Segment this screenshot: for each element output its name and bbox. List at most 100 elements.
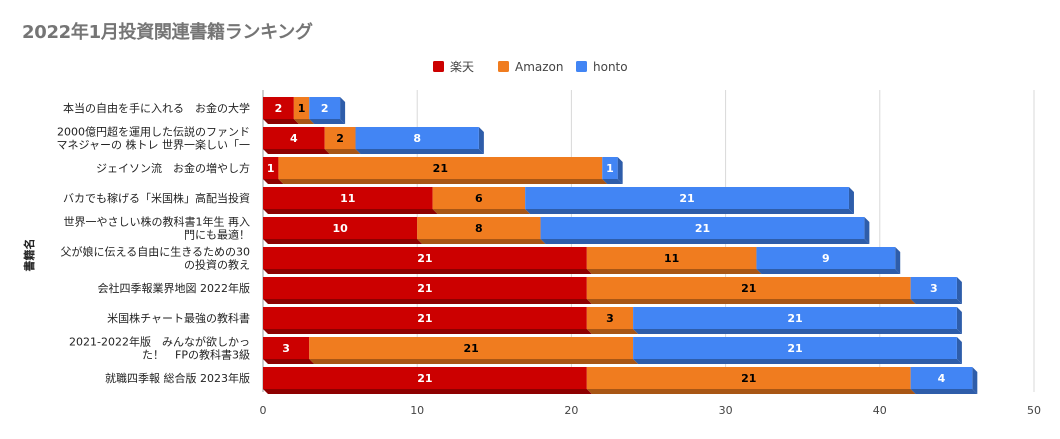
data-label: 3 [606, 312, 614, 325]
bar-segment [602, 157, 618, 179]
category-labels: 本当の自由を手に入れる お金の大学 2000億円超を運用した伝説のファンドマネジャ… [57, 101, 250, 385]
bar-segment [910, 277, 957, 299]
data-label: 4 [938, 372, 946, 385]
bar-segment [586, 247, 757, 269]
data-label: 21 [741, 282, 756, 295]
data-label: 21 [741, 372, 756, 385]
bar-shadow [263, 269, 592, 274]
bar-shadow [309, 119, 346, 124]
category-label: 就職四季報 総合版 2023年版 [105, 371, 250, 385]
category-label: 会社四季報業界地図 2022年版 [98, 281, 251, 295]
bar-segment [633, 337, 957, 359]
data-label: 2 [336, 132, 344, 145]
bar-side [617, 157, 623, 184]
bar-shadow [586, 389, 916, 394]
x-tick-label: 40 [873, 404, 887, 417]
category-label: 父が娘に伝える自由に生きるための30 [61, 245, 250, 259]
x-tick-label: 0 [260, 404, 267, 417]
bar-side [895, 247, 901, 274]
bar-shadow [263, 149, 330, 154]
bar-side [848, 187, 854, 214]
bar-shadow [278, 179, 608, 184]
bar-side [340, 97, 346, 124]
bar-shadow [263, 239, 423, 244]
data-label: 11 [340, 192, 355, 205]
bar-shadow [910, 389, 978, 394]
category-label: た！ FPの教科書3級 [142, 348, 250, 362]
bar-shadow [633, 329, 962, 334]
bar-side [478, 127, 484, 154]
data-label: 3 [282, 342, 290, 355]
legend-item: 楽天 [433, 60, 474, 74]
bar-shadow [586, 299, 916, 304]
category-label: バカでも稼げる「米国株」高配当投資 [63, 191, 250, 205]
data-label: 10 [332, 222, 348, 235]
legend-swatch [576, 61, 587, 72]
bar-segment [263, 307, 587, 329]
bar-segment [540, 217, 865, 239]
data-label: 11 [664, 252, 679, 265]
bar-side [956, 277, 962, 304]
data-label: 21 [417, 312, 432, 325]
bar-segment [910, 367, 973, 389]
legend-label: 楽天 [450, 60, 474, 74]
legend-label: Amazon [515, 60, 564, 74]
data-label: 4 [290, 132, 298, 145]
data-label: 21 [787, 342, 802, 355]
category-label: 門にも最適！ [184, 228, 250, 242]
bar-segment [309, 97, 341, 119]
data-label: 6 [475, 192, 483, 205]
data-label: 21 [464, 342, 479, 355]
chart-title: 2022年1月投資関連書籍ランキング [22, 22, 313, 43]
data-label: 1 [606, 162, 614, 175]
data-label: 2 [275, 102, 283, 115]
category-label: 2000億円超を運用した伝説のファンド [57, 125, 250, 139]
bar-segment [293, 97, 310, 119]
bar-shadow [293, 119, 315, 124]
bar-segment [432, 187, 526, 209]
bar-shadow [263, 179, 284, 184]
legend-swatch [498, 61, 509, 72]
bar-side [956, 337, 962, 364]
bar-shadow [355, 149, 484, 154]
bar-side [864, 217, 870, 244]
bar-side [972, 367, 978, 394]
bar-shadow [263, 209, 438, 214]
y-axis-title: 書籍名 [22, 239, 36, 272]
x-tick-label: 20 [564, 404, 578, 417]
category-label: マネジャーの 株トレ 世界一楽しい「一 [57, 138, 250, 152]
category-label: 2021-2022年版 みんなが欲しかっ [69, 335, 250, 349]
data-label: 21 [679, 192, 694, 205]
bar-shadow [263, 299, 592, 304]
legend-item: honto [576, 60, 628, 74]
bar-segment [263, 127, 325, 149]
bar-segment [263, 217, 418, 239]
bar-segment [324, 127, 356, 149]
bar-shadow [324, 149, 361, 154]
bar-segment [263, 97, 294, 119]
category-label: の投資の教え [184, 258, 250, 272]
bar-segment [586, 277, 911, 299]
x-tick-label: 10 [410, 404, 424, 417]
bar-shadow [540, 239, 870, 244]
bar-segment [417, 217, 541, 239]
bar-segment [756, 247, 896, 269]
legend-label: honto [593, 60, 628, 74]
bar-shadow [263, 329, 592, 334]
bar-segment [278, 157, 603, 179]
data-label: 21 [695, 222, 710, 235]
bar-shadow [910, 299, 962, 304]
data-label: 3 [930, 282, 938, 295]
data-label: 8 [413, 132, 421, 145]
data-label: 21 [787, 312, 802, 325]
bar-segment [355, 127, 479, 149]
legend-swatch [433, 61, 444, 72]
bar-side [956, 307, 962, 334]
data-label: 21 [433, 162, 448, 175]
category-label: 世界一やさしい株の教科書1年生 再入 [64, 215, 251, 229]
bar-shadow [432, 209, 531, 214]
bar-segment [309, 337, 634, 359]
bar-shadow [586, 269, 762, 274]
